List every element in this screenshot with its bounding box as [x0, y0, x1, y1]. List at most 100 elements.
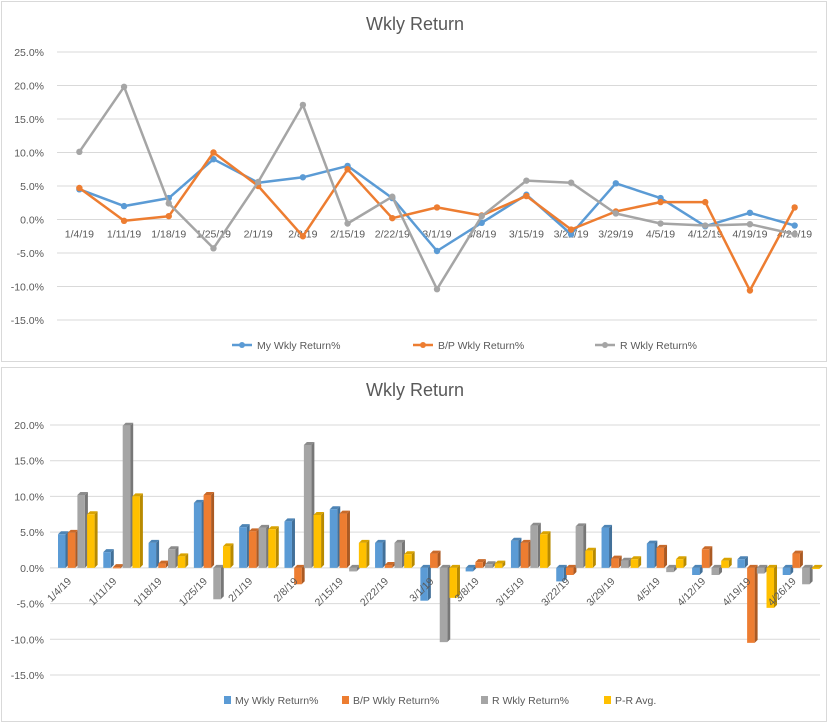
bar: [494, 563, 503, 568]
bar-top: [620, 557, 632, 561]
bar-top: [132, 493, 143, 497]
bar: [485, 564, 493, 568]
y-tick-label: 20.0%: [14, 420, 44, 432]
x-tick-label: 3/29/19: [598, 229, 633, 241]
bar-top: [375, 539, 386, 543]
legend-swatch: [481, 696, 488, 704]
bar-top: [158, 560, 169, 564]
legend-label: B/P Wkly Return%: [438, 340, 524, 352]
bar-side: [482, 559, 486, 568]
data-point: [567, 179, 575, 186]
data-point: [746, 209, 754, 216]
legend-swatch: [224, 696, 231, 704]
bar: [103, 552, 111, 568]
data-point: [165, 200, 172, 207]
bar-top: [756, 564, 768, 568]
bar-top: [811, 564, 823, 568]
data-point: [389, 214, 396, 222]
legend-swatch: [604, 696, 611, 704]
bar: [611, 558, 619, 568]
bar-side: [547, 531, 551, 568]
x-tick-label: 4/5/19: [646, 229, 675, 241]
bar-top: [203, 492, 215, 495]
x-tick-label: 2/15/19: [330, 229, 365, 241]
bar: [420, 567, 428, 601]
bar-top: [465, 564, 477, 568]
bar-top: [358, 539, 370, 543]
bar: [284, 521, 292, 568]
bar-side: [382, 539, 386, 568]
data-point: [791, 222, 798, 229]
bar: [475, 562, 483, 568]
data-point: [76, 184, 83, 192]
bar-top: [721, 557, 732, 561]
bar-top: [87, 511, 98, 515]
bar-side: [638, 556, 642, 568]
y-tick-label: 5.0%: [20, 527, 44, 539]
line-chart-title: Wkly Return: [366, 14, 464, 34]
data-point: [657, 198, 664, 206]
bar-top: [303, 442, 315, 445]
bar: [575, 526, 584, 568]
bar-side: [220, 564, 224, 600]
series-line-3: [78, 85, 795, 291]
x-tick-label: 1/4/19: [65, 229, 94, 241]
bar-top: [766, 564, 778, 568]
bar-top: [585, 547, 596, 551]
bar-side: [139, 493, 143, 568]
bar-top: [782, 564, 794, 568]
bar-top: [284, 518, 295, 522]
y-tick-label: -5.0%: [17, 599, 44, 611]
bar: [339, 513, 347, 568]
bar-top: [701, 546, 713, 550]
data-point: [210, 245, 217, 252]
legend-swatch: [342, 696, 349, 704]
bar-top: [349, 564, 360, 568]
bar-top: [420, 564, 431, 568]
bar: [404, 554, 412, 568]
y-tick-label: 10.0%: [14, 491, 44, 503]
data-point: [657, 220, 664, 227]
legend-label: P-R Avg.: [615, 695, 656, 707]
bar-top: [556, 564, 567, 568]
bar-top: [122, 422, 134, 426]
legend-marker: [239, 342, 245, 348]
bar: [666, 567, 674, 573]
bar-side: [744, 556, 748, 568]
bar: [313, 515, 322, 568]
bar-chart-title: Wkly Return: [366, 380, 464, 400]
bar-top: [611, 555, 622, 559]
bar: [213, 567, 221, 600]
x-tick-label: 4/12/19: [688, 229, 723, 241]
bar-top: [193, 499, 205, 503]
bar-top: [258, 524, 270, 528]
x-tick-label: 2/1/19: [244, 229, 273, 241]
bar-side: [754, 564, 758, 643]
bar-top: [485, 561, 496, 565]
bar-top: [339, 510, 350, 514]
bar-top: [792, 550, 803, 554]
y-tick-label: 0.0%: [20, 215, 44, 227]
bar-side: [502, 560, 506, 568]
bar: [294, 567, 302, 585]
bar-top: [666, 564, 677, 568]
data-point: [567, 226, 575, 233]
bar: [601, 527, 610, 568]
bar-top: [148, 539, 160, 543]
bar: [430, 553, 438, 568]
bar: [58, 534, 66, 568]
bar-side: [437, 550, 441, 568]
bar: [248, 531, 257, 568]
bar-top: [510, 537, 522, 541]
data-point: [567, 231, 575, 238]
data-point: [210, 156, 217, 163]
y-tick-label: 15.0%: [14, 456, 44, 468]
bar: [711, 567, 720, 575]
bar-side: [230, 543, 234, 568]
bar-side: [211, 492, 215, 568]
data-point: [433, 285, 441, 293]
bar: [646, 543, 655, 568]
bar-top: [294, 564, 305, 568]
data-point: [702, 198, 709, 206]
y-tick-label: 10.0%: [14, 148, 44, 160]
